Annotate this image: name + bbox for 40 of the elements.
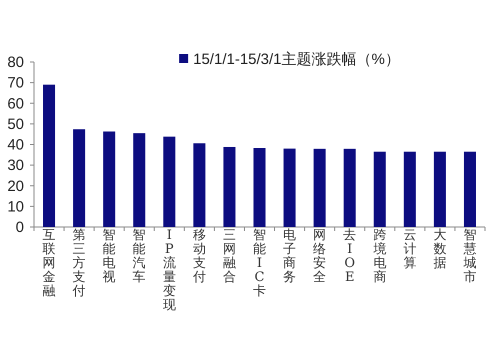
bar — [464, 152, 476, 227]
y-tick-label: 60 — [7, 95, 24, 112]
y-tick-label: 80 — [7, 54, 24, 71]
bar — [43, 84, 56, 227]
x-tick-label: 云计算 — [403, 228, 416, 271]
x-tick-label: 大数据 — [433, 228, 446, 271]
x-tick-label: 智慧城市 — [462, 228, 476, 285]
x-tick-label: 智能IC卡 — [253, 228, 266, 299]
x-tick-label: 互联网金融 — [42, 228, 56, 299]
bar — [103, 132, 116, 227]
x-tick-label: 网络安全 — [313, 228, 326, 285]
y-tick-label: 0 — [16, 219, 24, 236]
bar — [133, 133, 146, 227]
x-tick-label: 跨境电商 — [372, 228, 386, 285]
x-tick-label: 三网融合 — [222, 228, 236, 285]
x-tick-label: 智能电视 — [102, 228, 116, 285]
legend-label: 15/1/1-15/3/1主题涨跌幅（%） — [193, 51, 400, 68]
bar — [344, 148, 356, 227]
y-tick-label: 30 — [7, 157, 24, 174]
x-tick-label: 第三方支付 — [72, 228, 86, 299]
bar — [223, 146, 236, 227]
bar — [193, 143, 206, 227]
bar — [73, 129, 86, 227]
bar — [434, 152, 446, 227]
x-tick-label: 移动支付 — [192, 228, 206, 285]
bar — [374, 152, 386, 227]
y-tick-label: 40 — [7, 136, 24, 154]
x-tick-label: 去IOE — [343, 228, 356, 285]
y-tick-label: 70 — [7, 74, 24, 92]
x-tick-label: 智能汽车 — [132, 228, 146, 285]
y-tick-label: 10 — [7, 198, 24, 216]
bar — [284, 148, 296, 227]
y-tick-label: 20 — [7, 178, 24, 195]
y-tick-label: 50 — [7, 116, 24, 133]
bar — [163, 136, 176, 227]
x-tick-label: IP流量变现 — [162, 228, 176, 313]
x-tick-label: 电子商务 — [283, 228, 296, 285]
bar — [404, 152, 416, 227]
bar — [253, 148, 266, 227]
bar — [314, 148, 326, 227]
